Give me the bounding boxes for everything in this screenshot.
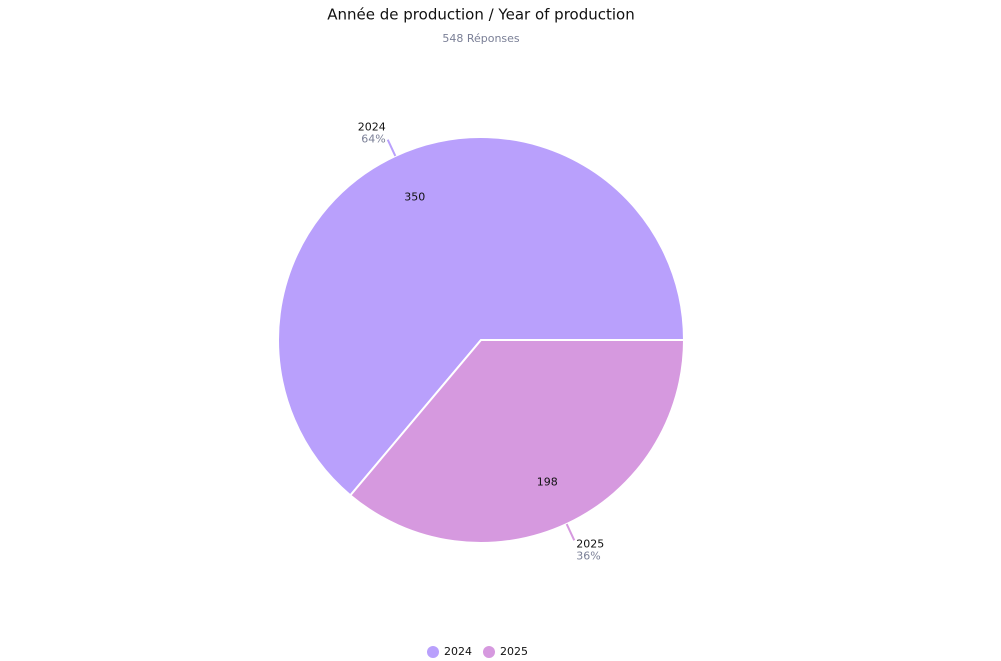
legend-label: 2025 <box>500 645 528 658</box>
chart-subtitle: 548 Réponses <box>442 32 520 45</box>
slice-value-label: 198 <box>537 475 558 488</box>
legend-swatch <box>483 646 495 658</box>
leader-line <box>386 139 397 157</box>
slice-value-label: 350 <box>404 191 425 204</box>
legend-swatch <box>427 646 439 658</box>
chart-title: Année de production / Year of production <box>327 6 634 24</box>
leader-line <box>565 523 576 541</box>
legend-label: 2024 <box>444 645 472 658</box>
pie-slice <box>348 339 686 544</box>
pie-slice <box>277 136 686 497</box>
slice-percent-label: 36% <box>576 549 600 562</box>
slice-category-label: 2025 <box>576 537 604 550</box>
slice-category-label: 2024 <box>358 121 386 134</box>
slice-percent-label: 64% <box>361 133 385 146</box>
